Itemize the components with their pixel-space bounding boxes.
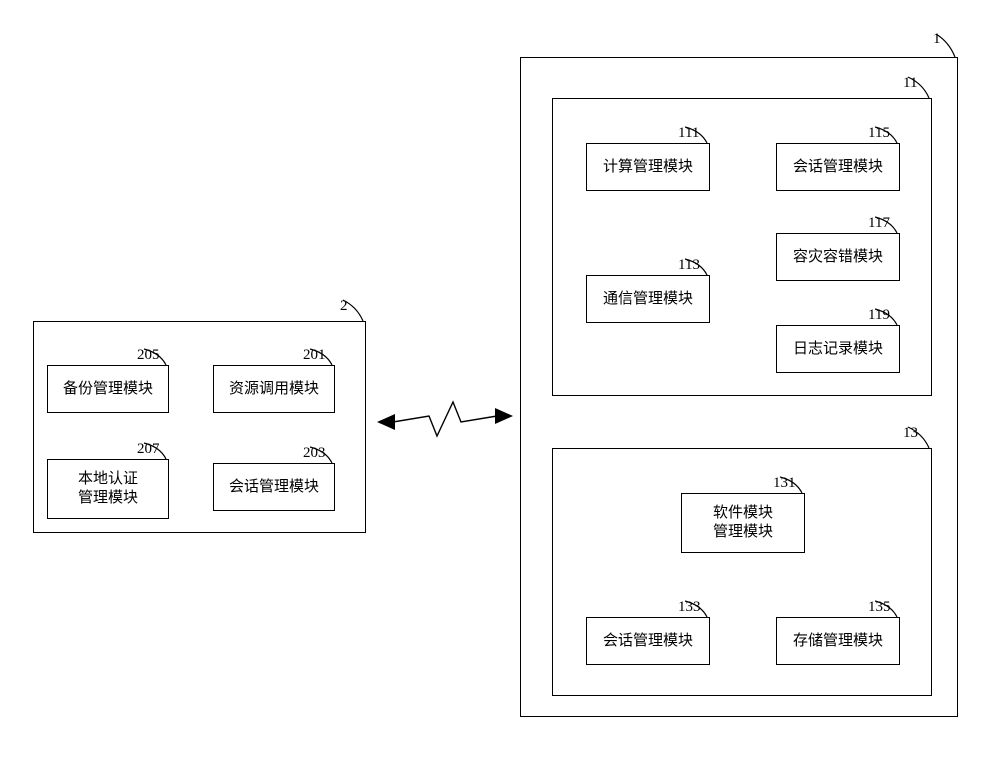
diagram-canvas: 备份管理模块 资源调用模块 本地认证 管理模块 会话管理模块 计算管理模块 会话… (0, 0, 1000, 757)
connection-arrow-icon (375, 392, 515, 452)
leader-lines (0, 0, 1000, 757)
